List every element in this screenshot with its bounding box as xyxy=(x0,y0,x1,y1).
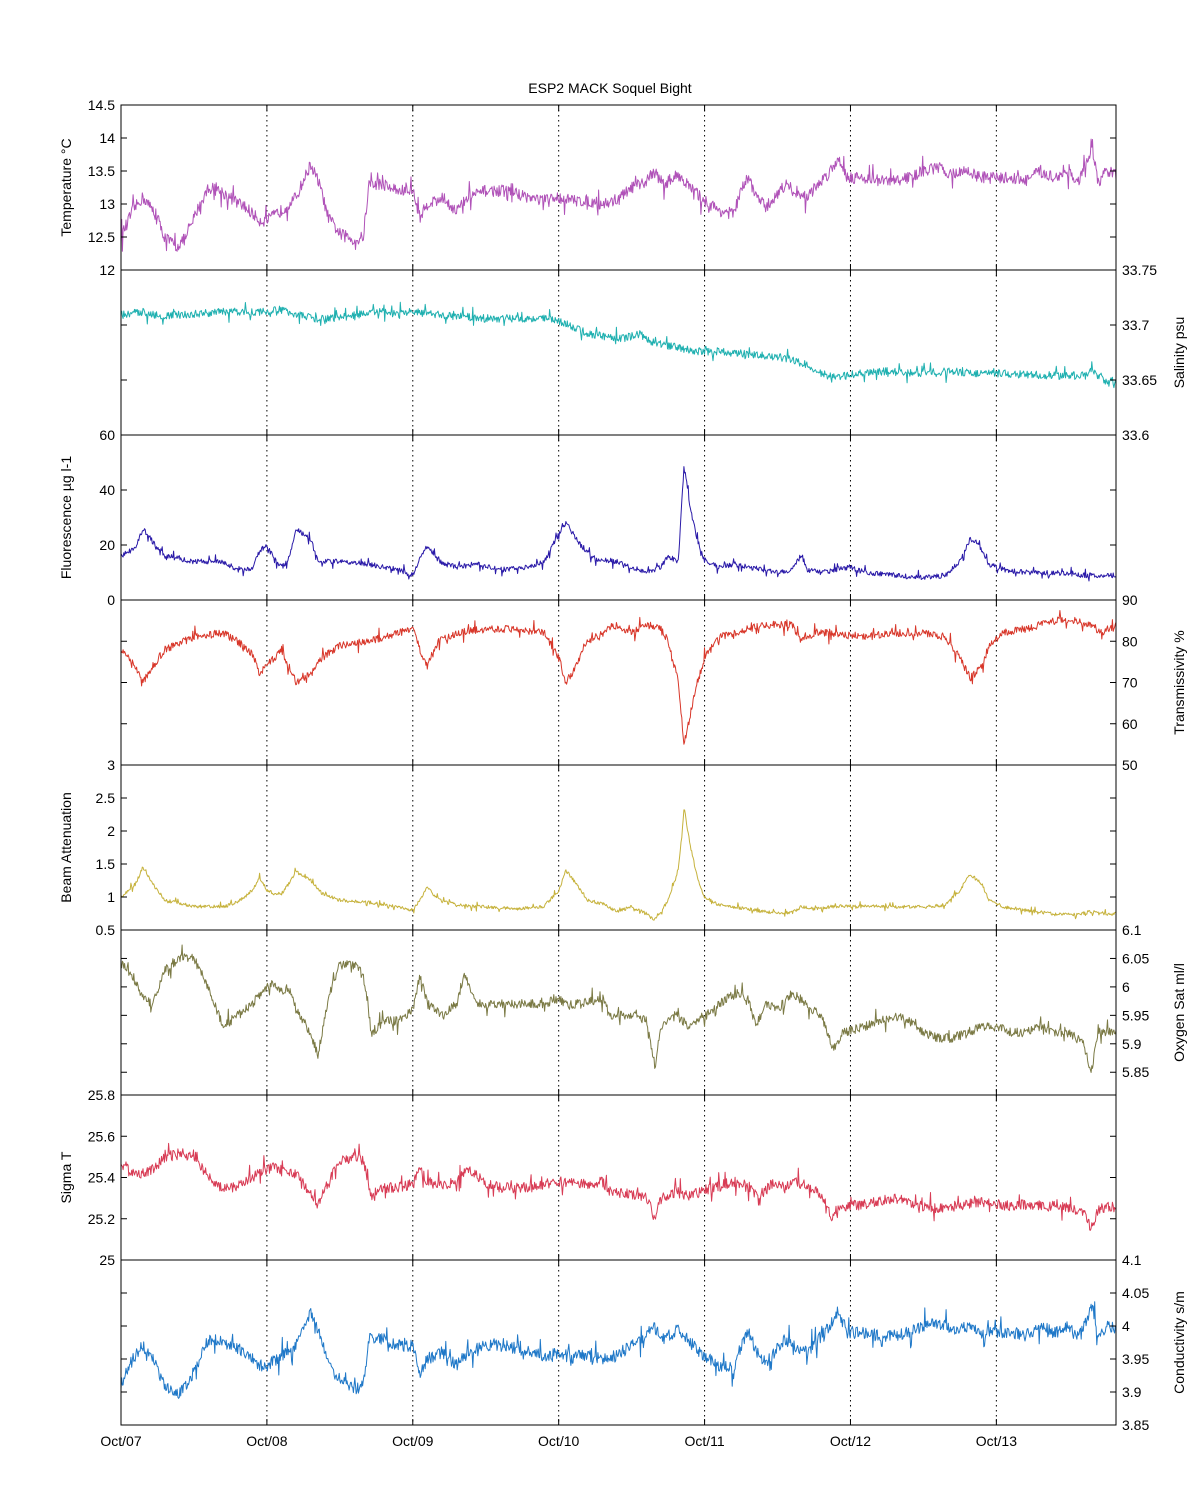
y-tick-label: 80 xyxy=(1122,633,1138,649)
panel-sigma_t: 25.2 25.4 25.6 25 25.8 Sigma T xyxy=(58,1087,1117,1268)
chart-title: ESP2 MACK Soquel Bight xyxy=(528,80,692,96)
y-axis-label-sigma_t: Sigma T xyxy=(58,1151,74,1203)
y-tick-label: 5.9 xyxy=(1122,1036,1142,1052)
y-axis-label-beam_attenuation: Beam Attenuation xyxy=(58,792,74,903)
series-line-sigma_t xyxy=(121,1142,1116,1231)
y-tick-label: 6 xyxy=(1122,979,1130,995)
y-tick-label: 50 xyxy=(1122,757,1138,773)
panel-frame xyxy=(120,599,1117,766)
y-tick-label: 0 xyxy=(107,592,115,608)
y-tick-label: 33.65 xyxy=(1122,372,1157,388)
panel-temperature: 12.5 13 13.5 14 14.5 12 Temperature °C xyxy=(58,97,1117,278)
y-tick-label: 2 xyxy=(107,823,115,839)
y-tick-label: 70 xyxy=(1122,675,1138,691)
y-tick-label: 20 xyxy=(99,537,115,553)
y-tick-label: 0.5 xyxy=(96,922,116,938)
y-tick-label: 40 xyxy=(99,482,115,498)
panel-fluorescence: 20 40 0 60 Fluorescence µg l-1 xyxy=(58,427,1117,608)
panel-transmissivity: 60 70 80 90 50 Transmissivity % xyxy=(120,592,1187,773)
y-tick-label: 3 xyxy=(107,757,115,773)
x-tick-label: Oct/09 xyxy=(392,1433,433,1449)
series-line-conductivity xyxy=(121,1301,1116,1399)
x-axis-tick-labels: Oct/07 Oct/08 Oct/09 Oct/10 Oct/11 Oct/12 Oct/… xyxy=(100,1433,1017,1449)
panel-frame xyxy=(120,1094,1117,1261)
y-tick-label: 25 xyxy=(99,1252,115,1268)
y-axis-label-transmissivity: Transmissivity % xyxy=(1171,630,1187,735)
y-tick-label: 12 xyxy=(99,262,115,278)
y-axis-label-salinity: Salinity psu xyxy=(1171,317,1187,389)
y-tick-label: 14.5 xyxy=(88,97,115,113)
y-tick-label: 4.05 xyxy=(1122,1285,1149,1301)
x-tick-label: Oct/07 xyxy=(100,1433,141,1449)
panel-salinity: 33.65 33.7 33.75 33.6 Salinity psu xyxy=(120,262,1187,443)
y-tick-label: 25.2 xyxy=(88,1211,115,1227)
y-tick-label: 1 xyxy=(107,889,115,905)
y-tick-label: 33.7 xyxy=(1122,317,1149,333)
y-tick-label: 60 xyxy=(1122,716,1138,732)
y-tick-label: 25.4 xyxy=(88,1170,115,1186)
y-tick-label: 3.9 xyxy=(1122,1384,1142,1400)
y-tick-label: 60 xyxy=(99,427,115,443)
y-tick-label: 5.85 xyxy=(1122,1064,1149,1080)
x-tick-label: Oct/12 xyxy=(830,1433,871,1449)
y-axis-label-fluorescence: Fluorescence µg l-1 xyxy=(58,456,74,579)
y-axis-label-conductivity: Conductivity s/m xyxy=(1171,1291,1187,1394)
y-tick-label: 90 xyxy=(1122,592,1138,608)
y-tick-label: 33.75 xyxy=(1122,262,1157,278)
y-tick-label: 25.8 xyxy=(88,1087,115,1103)
panel-frame xyxy=(120,269,1117,436)
series-line-beam_attenuation xyxy=(121,809,1116,921)
x-tick-label: Oct/11 xyxy=(684,1433,724,1449)
series-line-oxygen_sat xyxy=(121,944,1116,1073)
y-axis-label-temperature: Temperature °C xyxy=(58,138,74,236)
y-tick-label: 2.5 xyxy=(96,790,116,806)
panel-frame xyxy=(120,1259,1117,1426)
panel-beam_attenuation: 1 1.5 2 2.5 0.5 3 Beam Attenuation xyxy=(58,757,1117,938)
y-tick-label: 4 xyxy=(1122,1318,1130,1334)
series-line-salinity xyxy=(121,301,1116,389)
y-tick-label: 25.6 xyxy=(88,1128,115,1144)
y-tick-label: 6.05 xyxy=(1122,950,1149,966)
series-line-temperature xyxy=(121,138,1116,252)
panel-conductivity: 3.9 3.95 4 4.05 4.1 3.85 Conductivity s/m xyxy=(120,1252,1187,1433)
panel-frame xyxy=(120,434,1117,601)
x-tick-label: Oct/10 xyxy=(538,1433,579,1449)
series-line-transmissivity xyxy=(121,610,1116,745)
y-tick-label: 1.5 xyxy=(96,856,116,872)
y-tick-label: 3.85 xyxy=(1122,1417,1149,1433)
panel-frame xyxy=(120,764,1117,931)
y-tick-label: 3.95 xyxy=(1122,1351,1149,1367)
y-tick-label: 13.5 xyxy=(88,163,115,179)
series-line-fluorescence xyxy=(121,466,1116,582)
x-tick-label: Oct/13 xyxy=(976,1433,1017,1449)
y-tick-label: 6.1 xyxy=(1122,922,1142,938)
y-tick-label: 5.95 xyxy=(1122,1007,1149,1023)
y-tick-label: 33.6 xyxy=(1122,427,1149,443)
y-tick-label: 14 xyxy=(99,130,115,146)
y-axis-label-oxygen_sat: Oxygen Sat ml/l xyxy=(1171,963,1187,1062)
y-tick-label: 12.5 xyxy=(88,229,115,245)
x-tick-label: Oct/08 xyxy=(246,1433,287,1449)
panel-oxygen_sat: 5.85 5.9 5.95 6 6.05 6.1 Oxygen Sat ml/l xyxy=(120,922,1187,1096)
panel-frame xyxy=(120,104,1117,271)
y-tick-label: 4.1 xyxy=(1122,1252,1142,1268)
y-tick-label: 13 xyxy=(99,196,115,212)
